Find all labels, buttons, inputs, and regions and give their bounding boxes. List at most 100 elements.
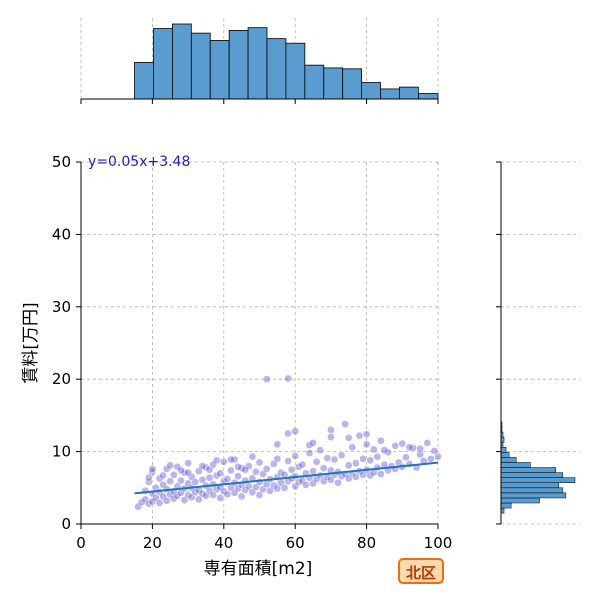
scatter-point <box>144 473 153 482</box>
scatter-point <box>234 472 242 481</box>
scatter-point <box>309 467 317 475</box>
scatter-point <box>377 470 385 478</box>
scatter-point <box>341 420 350 428</box>
scatter-point <box>319 464 328 473</box>
top-hist-bar <box>417 93 439 100</box>
scatter-point <box>316 446 325 455</box>
scatter-point <box>380 446 389 455</box>
right-hist-bar <box>500 482 560 489</box>
scatter-point <box>430 447 439 455</box>
scatter-point <box>284 457 292 465</box>
scatter-point <box>402 453 410 462</box>
scatter-points <box>134 374 442 511</box>
y-tick-label: 30 <box>52 298 71 316</box>
scatter-point <box>223 490 232 499</box>
scatter-point <box>352 473 360 481</box>
scatter-point <box>398 439 407 448</box>
scatter-point <box>291 452 300 460</box>
right-hist-bar <box>500 502 512 509</box>
top-hist-bar <box>247 27 268 100</box>
scatter-point <box>169 470 178 479</box>
right-hist-bar <box>500 457 517 463</box>
x-tick-label: 60 <box>286 534 305 552</box>
scatter-point <box>280 483 289 492</box>
scatter-point <box>284 374 292 383</box>
y-tick-label: 40 <box>52 225 71 243</box>
y-tick-label: 20 <box>52 370 71 388</box>
scatter-point <box>305 449 314 457</box>
x-axis-label: 専有面積[m2] <box>204 559 313 579</box>
right-histogram <box>500 421 576 514</box>
y-tick-label: 0 <box>61 515 71 533</box>
x-tick-label: 0 <box>76 534 86 552</box>
scatter-point <box>166 461 175 470</box>
top-hist-bar <box>171 23 192 100</box>
scatter-point <box>212 456 221 465</box>
scatter-point <box>273 440 282 449</box>
scatter-point <box>198 475 207 484</box>
scatter-point <box>237 492 246 501</box>
scatter-point <box>194 495 203 504</box>
scatter-point <box>391 441 400 450</box>
scatter-point <box>291 427 300 436</box>
top-hist-bar <box>361 82 381 100</box>
scatter-point <box>241 465 250 474</box>
top-hist-bar <box>304 64 325 100</box>
scatter-point <box>216 469 225 478</box>
scatter-point <box>302 481 310 489</box>
scatter-point <box>223 475 232 483</box>
scatter-point <box>148 468 157 476</box>
right-hist-bar <box>500 497 540 504</box>
scatter-point <box>255 491 264 499</box>
right-hist-bar <box>500 452 510 458</box>
right-hist-bar <box>500 477 576 483</box>
scatter-point <box>205 465 214 474</box>
regression-line <box>134 461 439 495</box>
scatter-point <box>166 477 175 486</box>
scatter-point <box>155 499 164 507</box>
right-hist-bar <box>500 447 507 453</box>
right-hist-bar <box>500 462 531 468</box>
scatter-point <box>219 457 228 466</box>
scatter-point <box>416 450 424 459</box>
scatter-point <box>184 459 192 468</box>
scatter-point <box>362 440 371 449</box>
scatter-point <box>184 468 192 477</box>
top-hist-bar <box>342 68 363 100</box>
top-hist-bar <box>285 42 306 100</box>
scatter-point <box>298 460 307 469</box>
y-tick-label: 10 <box>52 443 71 461</box>
scatter-point <box>427 454 435 463</box>
scatter-point <box>327 433 335 441</box>
scatter-point <box>262 465 271 473</box>
regression-line-group <box>134 461 439 495</box>
district-badge: 北区 <box>398 558 445 584</box>
top-hist-bar <box>323 67 344 100</box>
scatter-point <box>323 454 332 462</box>
top-hist-bar <box>266 38 287 100</box>
scatter-point <box>423 439 432 447</box>
right-hist-bar <box>500 467 556 473</box>
scatter-point <box>355 431 364 440</box>
scatter-point <box>144 478 153 486</box>
scatter-point <box>273 454 282 463</box>
scatter-point <box>284 429 292 438</box>
scatter-point <box>287 465 296 474</box>
scatter-point <box>352 459 360 468</box>
scatter-point <box>405 443 414 452</box>
x-tick-label: 40 <box>214 534 233 552</box>
top-hist-bar <box>209 40 230 100</box>
x-tick-label: 20 <box>143 534 162 552</box>
scatter-point <box>227 466 235 475</box>
top-hist-bar <box>153 28 173 100</box>
scatter-point <box>248 452 257 461</box>
scatter-point <box>362 430 371 439</box>
x-tick-label: 80 <box>357 534 376 552</box>
scatter-point <box>148 465 157 473</box>
x-tick-label: 100 <box>424 534 453 552</box>
scatter-point <box>252 468 260 476</box>
right-hist-bar <box>500 472 564 478</box>
scatter-point <box>209 491 217 499</box>
